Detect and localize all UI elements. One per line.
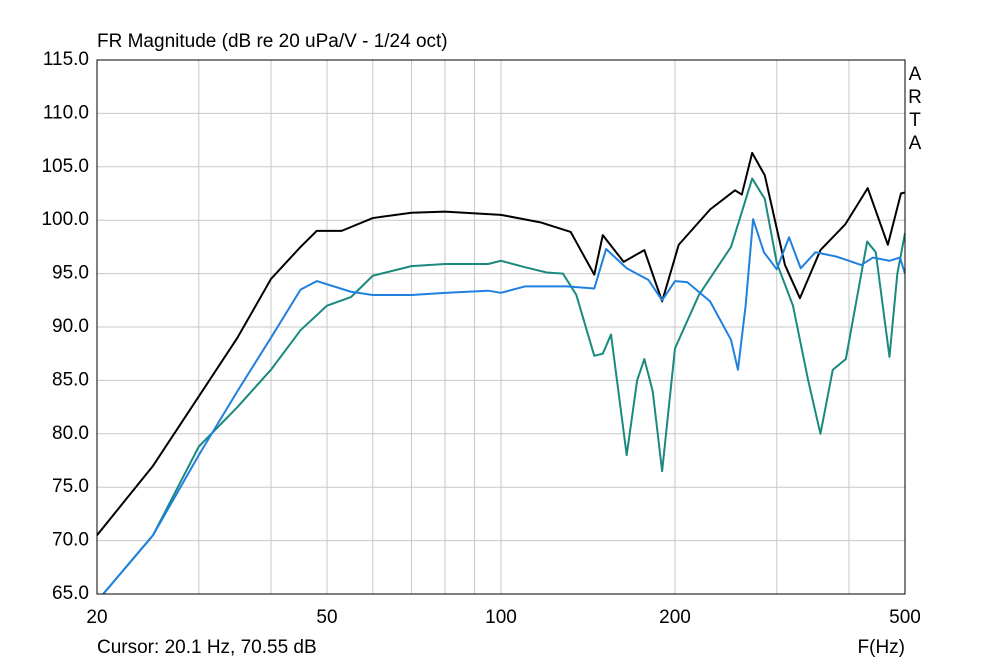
y-tick-label: 115.0 [43,49,89,70]
y-tick-label: 70.0 [52,530,89,551]
y-tick-label: 95.0 [52,263,89,284]
y-tick-label: 65.0 [52,583,89,604]
y-tick-label: 80.0 [52,423,89,444]
x-tick-label: 20 [86,607,107,628]
y-tick-label: 100.0 [41,209,89,230]
y-tick-label: 110.0 [43,102,89,123]
x-tick-label: 200 [659,607,691,628]
y-tick-label: 75.0 [52,476,89,497]
y-tick-label: 85.0 [52,369,89,390]
y-tick-label: 90.0 [52,316,89,337]
x-tick-label: 100 [485,607,517,628]
cursor-readout: Cursor: 20.1 Hz, 70.55 dB [97,637,317,658]
x-tick-label: 500 [889,607,921,628]
series-line [102,218,905,594]
plot-frame [96,59,906,595]
x-axis-label: F(Hz) [858,637,905,658]
y-tick-label: 105.0 [41,156,89,177]
series-line [102,177,905,594]
watermark: ARTA [905,64,926,156]
x-tick-label: 50 [316,607,337,628]
chart-title: FR Magnitude (dB re 20 uPa/V - 1/24 oct) [97,31,448,52]
series-line [97,151,905,536]
